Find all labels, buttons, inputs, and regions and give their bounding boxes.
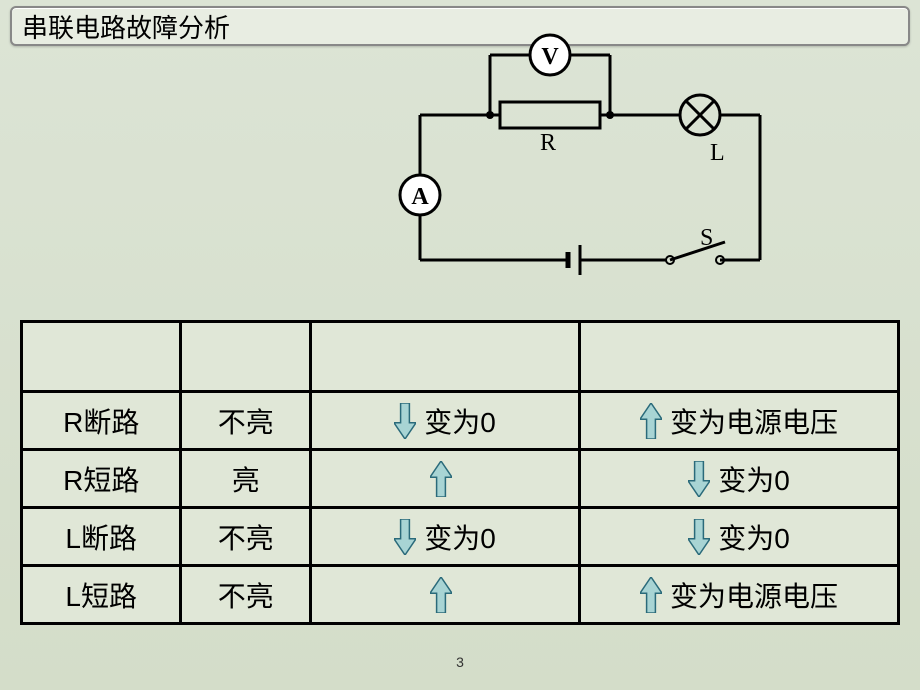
arrow-icon bbox=[640, 577, 662, 613]
table-row: R短路 亮 变为0 bbox=[22, 450, 899, 508]
lamp-cell: 不亮 bbox=[181, 508, 311, 566]
lamp-cell: 不亮 bbox=[181, 566, 311, 624]
ammeter-cell: 变为0 bbox=[311, 392, 580, 450]
voltmeter-text: 变为电源电压 bbox=[670, 401, 838, 441]
page-title: 串联电路故障分析 bbox=[22, 8, 230, 45]
svg-text:V: V bbox=[541, 44, 559, 70]
circuit-svg: A V bbox=[380, 30, 800, 300]
voltmeter-cell: 变为电源电压 bbox=[580, 392, 899, 450]
svg-text:A: A bbox=[411, 184, 429, 210]
label-R: R bbox=[540, 130, 556, 157]
header-cell bbox=[181, 322, 311, 392]
condition-cell: R短路 bbox=[22, 450, 181, 508]
voltmeter-cell: 变为电源电压 bbox=[580, 566, 899, 624]
ammeter-cell: 变为0 bbox=[311, 508, 580, 566]
analysis-table: R断路 不亮 变为0 变为电源电压 R短路 亮 变为0 L断路 不亮 变为0 变… bbox=[20, 320, 900, 625]
header-cell bbox=[311, 322, 580, 392]
voltmeter-text: 变为电源电压 bbox=[670, 575, 838, 615]
arrow-icon bbox=[640, 403, 662, 439]
voltmeter-cell: 变为0 bbox=[580, 450, 899, 508]
circuit-diagram: A V R L S bbox=[380, 30, 800, 300]
arrow-icon bbox=[394, 519, 416, 555]
condition-cell: R断路 bbox=[22, 392, 181, 450]
arrow-icon bbox=[688, 461, 710, 497]
voltmeter-text: 变为0 bbox=[718, 517, 790, 557]
page-number: 3 bbox=[456, 654, 464, 670]
table-header-row bbox=[22, 322, 899, 392]
header-cell bbox=[580, 322, 899, 392]
arrow-icon bbox=[688, 519, 710, 555]
arrow-icon bbox=[430, 461, 452, 497]
table-row: L短路 不亮 变为电源电压 bbox=[22, 566, 899, 624]
arrow-icon bbox=[430, 577, 452, 613]
label-L: L bbox=[710, 140, 725, 167]
label-S: S bbox=[700, 225, 713, 252]
table-row: R断路 不亮 变为0 变为电源电压 bbox=[22, 392, 899, 450]
table-row: L断路 不亮 变为0 变为0 bbox=[22, 508, 899, 566]
condition-cell: L短路 bbox=[22, 566, 181, 624]
ammeter-cell bbox=[311, 450, 580, 508]
condition-cell: L断路 bbox=[22, 508, 181, 566]
lamp-cell: 不亮 bbox=[181, 392, 311, 450]
fault-table: R断路 不亮 变为0 变为电源电压 R短路 亮 变为0 L断路 不亮 变为0 变… bbox=[20, 320, 900, 625]
voltmeter-text: 变为0 bbox=[718, 459, 790, 499]
ammeter-cell bbox=[311, 566, 580, 624]
header-cell bbox=[22, 322, 181, 392]
lamp-cell: 亮 bbox=[181, 450, 311, 508]
arrow-icon bbox=[394, 403, 416, 439]
ammeter-text: 变为0 bbox=[424, 401, 496, 441]
voltmeter-cell: 变为0 bbox=[580, 508, 899, 566]
ammeter-text: 变为0 bbox=[424, 517, 496, 557]
